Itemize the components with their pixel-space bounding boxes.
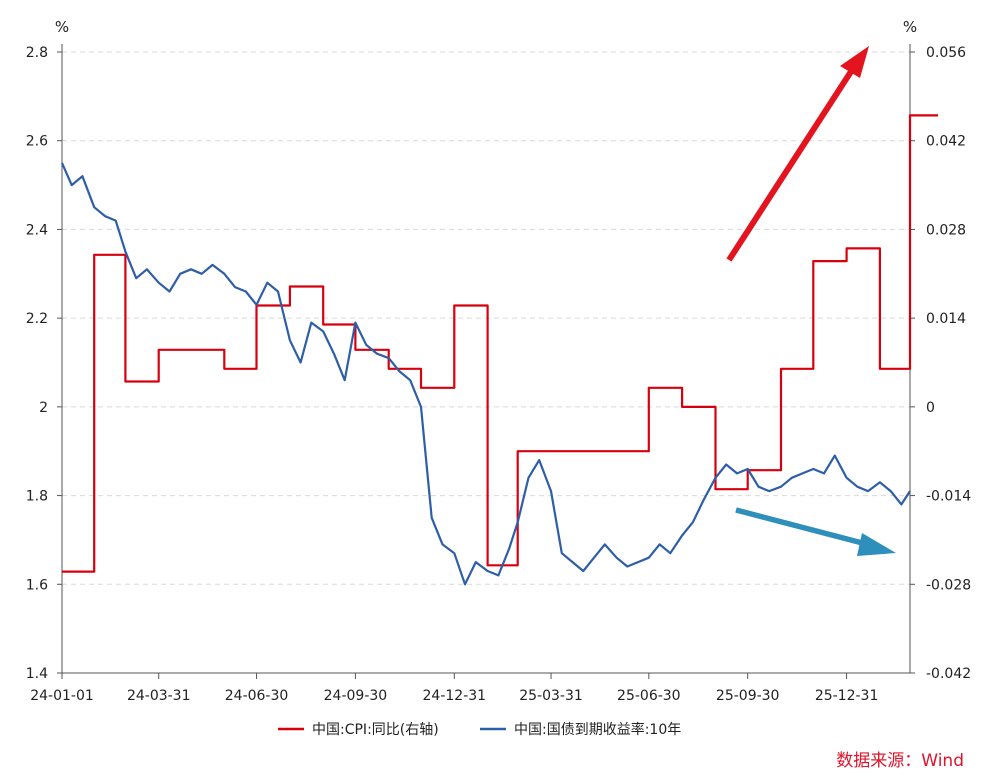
- y-tick-left: 1.6: [26, 577, 48, 593]
- down-arrow-shaft: [735, 507, 871, 548]
- y-tick-right: -0.014: [926, 489, 971, 505]
- y-tick-right: 0: [926, 400, 935, 416]
- series-lines: [60, 114, 938, 586]
- grid: [62, 51, 910, 585]
- source-note: 数据来源：Wind: [836, 751, 964, 771]
- y-tick-right: 0.042: [926, 134, 966, 150]
- x-tick-label: 25-03-31: [519, 688, 583, 704]
- y-tick-right: 0.014: [926, 311, 966, 327]
- right-unit-label: %: [903, 18, 917, 36]
- legend-label-cpi: 中国:CPI:同比(右轴): [312, 722, 439, 738]
- y-tick-right: -0.028: [926, 577, 971, 593]
- y-tick-left: 2.4: [26, 222, 48, 238]
- y-tick-right: 0.056: [926, 45, 966, 61]
- legend: 中国:CPI:同比(右轴) 中国:国债到期收益率:10年: [278, 721, 681, 738]
- axes: % % 1.4 1.6 1.8 2 2.2 2.4 2.6 2.8 -0.042 -0.028 -0…: [26, 18, 971, 704]
- up-arrow-head: [840, 46, 869, 78]
- legend-label-bond-yield: 中国:国债到期收益率:10年: [514, 721, 681, 738]
- cpi-line: [62, 114, 938, 573]
- y-tick-left: 2: [39, 400, 48, 416]
- trend-arrows: [726, 46, 896, 556]
- x-tick-label: 24-12-31: [423, 688, 487, 704]
- left-unit-label: %: [55, 18, 69, 36]
- x-tick-label: 25-12-31: [815, 688, 879, 704]
- y-tick-right: -0.042: [926, 666, 971, 682]
- y-tick-left: 2.6: [26, 134, 48, 150]
- x-tick-label: 24-09-30: [324, 688, 388, 704]
- y-tick-left: 1.8: [26, 489, 48, 505]
- x-tick-label: 24-06-30: [225, 688, 289, 704]
- y-tick-left: 2.8: [26, 45, 48, 61]
- x-tick-label: 24-03-31: [127, 688, 191, 704]
- down-arrow-head: [857, 533, 896, 556]
- y-tick-left: 1.4: [26, 666, 48, 682]
- y-tick-right: 0.028: [926, 222, 966, 238]
- x-tick-label: 25-09-30: [716, 688, 780, 704]
- bond-yield-line: [60, 162, 911, 586]
- y-tick-left: 2.2: [26, 311, 48, 327]
- x-tick-label: 24-01-01: [30, 688, 94, 704]
- x-tick-label: 25-06-30: [617, 688, 681, 704]
- up-arrow-shaft: [726, 68, 855, 262]
